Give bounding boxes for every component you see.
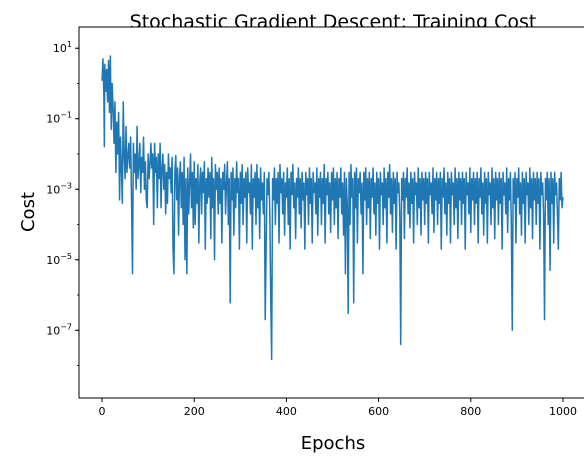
plot-area — [78, 26, 584, 399]
x-axis-title: Epochs — [301, 433, 366, 454]
x-axis: 0 200 400 600 800 1000 — [99, 398, 577, 418]
y-axis-title: Cost — [18, 192, 39, 232]
y-axis: 101 10−1 10−3 10−5 10−7 — [46, 40, 79, 366]
series-layer — [101, 55, 564, 361]
x-tick-label: 0 — [99, 405, 106, 418]
x-tick-label: 400 — [276, 405, 297, 418]
x-tick-label: 200 — [184, 405, 205, 418]
x-tick-label: 1000 — [549, 405, 577, 418]
y-tick-label: 10−1 — [46, 111, 72, 126]
x-tick-label: 600 — [368, 405, 389, 418]
plot-frame — [78, 26, 584, 399]
y-tick-label: 10−7 — [46, 322, 72, 337]
y-tick-label: 101 — [53, 40, 72, 55]
series-line — [101, 55, 564, 361]
y-tick-label: 10−3 — [46, 181, 72, 196]
x-tick-label: 800 — [460, 405, 481, 418]
y-tick-label: 10−5 — [46, 252, 72, 267]
